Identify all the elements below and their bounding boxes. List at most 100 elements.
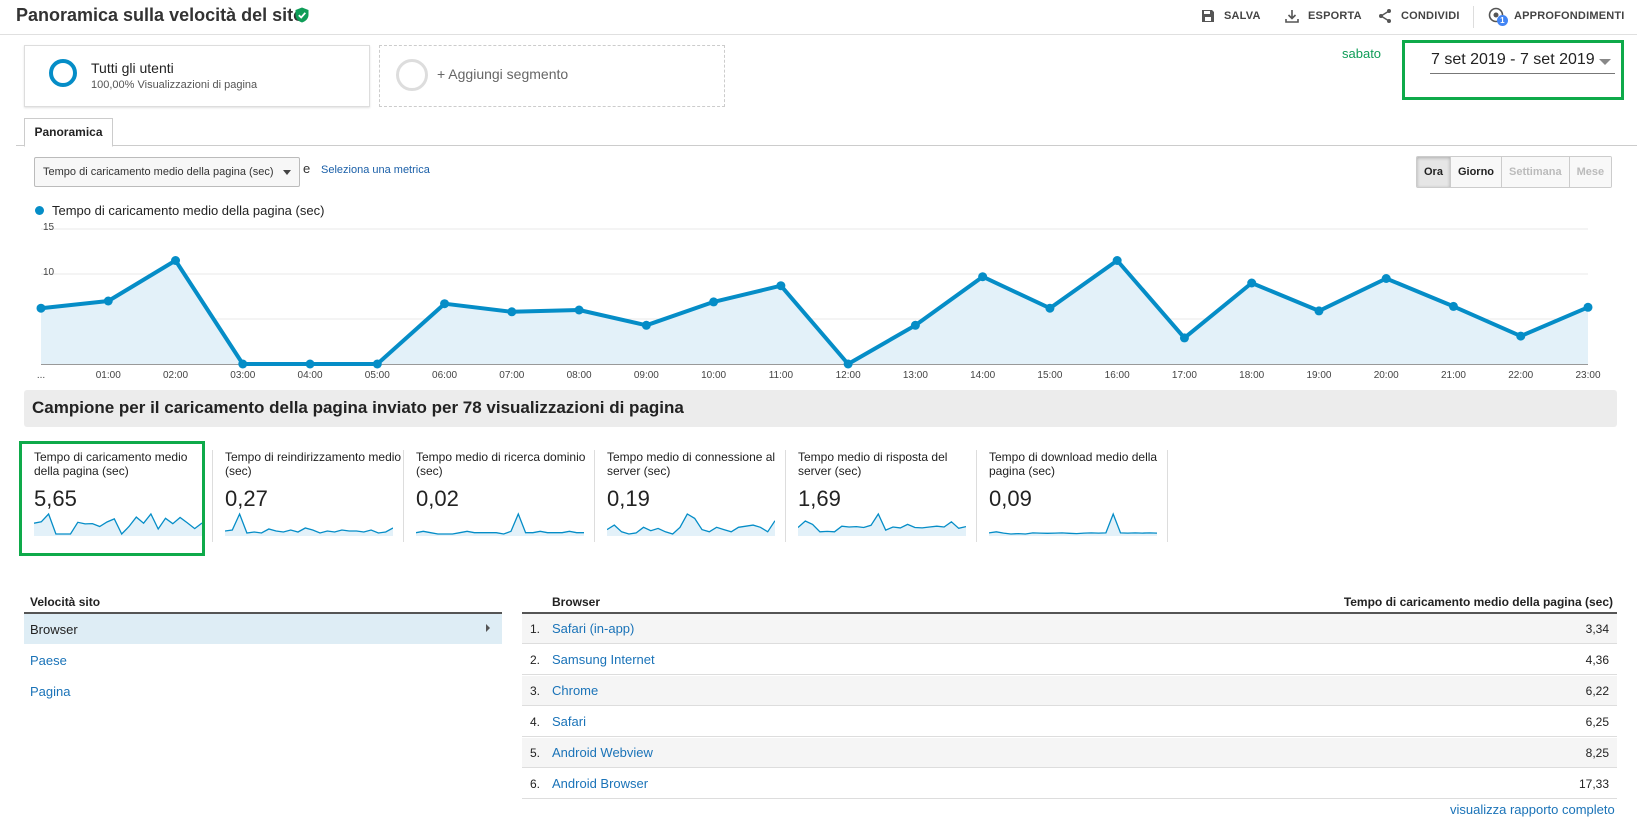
x-tick-label: 18:00 [1239,370,1264,380]
sparkline-line [989,512,1157,535]
browser-link[interactable]: Chrome [552,683,599,698]
save-label: SALVA [1224,10,1261,22]
page-title: Panoramica sulla velocità del sito [16,5,305,25]
x-tick-label: 22:00 [1508,370,1533,380]
metric-card-title: Tempo medio di risposta del server (sec) [798,450,948,478]
metric-card[interactable]: Tempo di caricamento medio della pagina … [34,450,220,542]
download-icon [1285,10,1299,23]
sample-banner-text: Campione per il caricamento della pagina… [32,398,684,417]
metric-sparkline [607,513,775,536]
metric-card-value: 0,02 [416,486,459,511]
metric-card-title: Tempo di reindirizzamento medio (sec) [225,450,402,478]
chevron-down-icon [283,170,291,175]
data-point [1314,306,1324,316]
save-icon [1202,10,1214,22]
row-value: 6,25 [1585,715,1609,729]
table-row: 6. Android Browser 17,33 [522,769,1617,799]
table-header-browser: Browser [552,595,601,609]
metric-card-divider [212,450,213,542]
row-index: 6. [530,777,541,791]
row-value: 17,33 [1578,777,1609,791]
nav-header-line [24,612,502,614]
browser-link[interactable]: Android Browser [552,776,649,791]
table-row: 2. Samsung Internet 4,36 [522,645,1617,675]
metric-card-value: 0,27 [225,486,268,511]
metric-sparkline [34,512,202,536]
and-label: e [303,161,311,176]
tab-panoramica[interactable]: Panoramica [24,118,113,147]
sparkline-area [798,514,966,536]
metric-card[interactable]: Tempo medio di ricerca dominio (sec) 0,02 [416,450,602,542]
series-line [40,258,1589,366]
nav-item-browser[interactable]: Browser [24,614,502,644]
data-point [305,359,315,369]
save-button[interactable]: SALVA [1200,6,1261,26]
select-metric-link[interactable]: Seleziona una metrica [321,164,430,176]
date-range-picker[interactable]: 7 set 2019 - 7 set 2019 [1402,40,1624,100]
nav-item-page[interactable]: Pagina [24,676,502,706]
full-report-link[interactable]: visualizza rapporto completo [1450,802,1615,817]
x-tick-label: 08:00 [567,370,592,380]
data-point [440,299,450,309]
date-day-label: sabato [1342,46,1382,61]
data-point [171,256,181,265]
nav-item-label: Pagina [30,684,71,699]
data-point [709,297,719,307]
date-underline [1430,73,1615,74]
nav-item-country[interactable]: Paese [24,645,502,675]
row-index: 2. [530,653,541,667]
row-value: 3,34 [1585,622,1609,636]
share-button[interactable]: CONDIVIDI [1377,6,1460,26]
segment-subtitle: 100,00% Visualizzazioni di pagina [91,79,258,91]
table-header-metric: Tempo di caricamento medio della pagina … [1343,595,1613,609]
metric-card[interactable]: Tempo medio di connessione al server (se… [607,450,793,542]
nav-header: Velocità sito [30,595,101,609]
row-index: 1. [530,622,541,636]
x-tick-label: ... [37,370,45,380]
granularity-day-button[interactable]: Giorno [1450,157,1503,187]
table-header-line [522,612,1617,614]
insights-label: APPROFONDIMENTI [1514,10,1625,22]
metric-sparkline [989,512,1157,536]
x-tick-label: 10:00 [701,370,726,380]
data-point [507,307,517,317]
nav-item-label: Browser [30,622,78,637]
granularity-hour-button[interactable]: Ora [1417,157,1451,187]
export-button[interactable]: ESPORTA [1284,6,1362,26]
data-point [1247,278,1257,288]
metric-card-title: Tempo di caricamento medio della pagina … [34,450,188,478]
metric-dropdown[interactable]: Tempo di caricamento medio della pagina … [34,157,300,187]
empty-segment-circle-icon [396,59,428,91]
data-point [372,359,382,369]
highlight-box [19,441,205,556]
add-segment-button[interactable]: + Aggiungi segmento [379,45,725,107]
verified-shield-icon [295,7,309,23]
segment-all-users[interactable]: Tutti gli utenti 100,00% Visualizzazioni… [24,45,370,107]
data-point [1583,302,1593,312]
metric-card[interactable]: Tempo di download medio della pagina (se… [989,450,1175,542]
row-index: 5. [530,746,541,760]
share-label: CONDIVIDI [1401,10,1460,22]
row-index: 4. [530,715,541,729]
data-point [1112,256,1122,265]
y-tick-label: 10 [43,267,55,278]
table-row: 1. Safari (in-app) 3,34 [522,614,1617,644]
metric-card[interactable]: Tempo di reindirizzamento medio (sec) 0,2… [225,450,411,542]
metric-card-value: 0,19 [607,486,650,511]
insights-button[interactable]: 1 APPROFONDIMENTI [1488,6,1625,26]
data-point [641,320,651,330]
metric-card-value: 1,69 [798,486,841,511]
browser-link[interactable]: Safari [552,714,586,729]
share-icon [1379,9,1391,23]
browser-link[interactable]: Safari (in-app) [552,621,635,636]
browser-link[interactable]: Samsung Internet [552,652,655,667]
chevron-right-icon [486,624,490,632]
series-area [41,260,1588,364]
data-point [36,303,46,313]
metric-card-divider [785,450,786,542]
metric-card[interactable]: Tempo medio di risposta del server (sec)… [798,450,984,542]
metric-card-title: Tempo di download medio della pagina (se… [989,450,1158,478]
browser-link[interactable]: Android Webview [552,745,653,760]
legend-dot [35,206,44,215]
data-point [1045,303,1055,313]
